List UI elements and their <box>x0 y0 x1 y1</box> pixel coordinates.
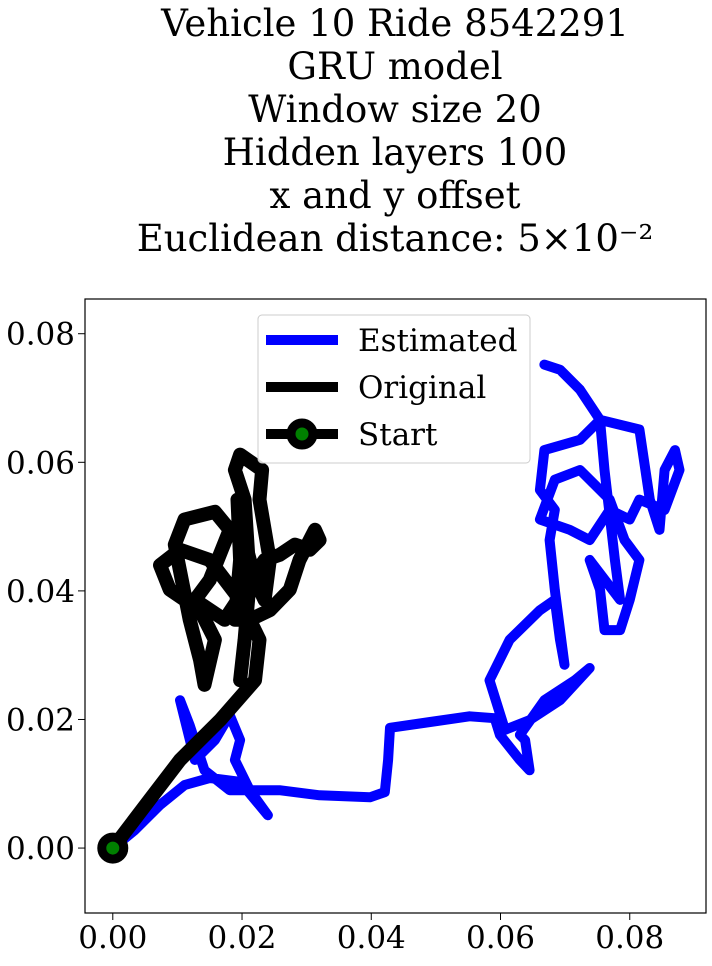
x-tick-label: 0.02 <box>208 920 277 956</box>
legend-label: Original <box>358 370 486 406</box>
axes-frame <box>84 298 707 914</box>
title-line: x and y offset <box>270 174 521 217</box>
trajectory-line <box>105 447 327 856</box>
title-line: GRU model <box>287 45 502 88</box>
plot-area <box>97 359 685 864</box>
x-tick-label: 0.06 <box>466 920 535 956</box>
title-line: Window size 20 <box>248 88 542 131</box>
title-line: Euclidean distance: 5×10⁻² <box>137 217 654 260</box>
y-tick-label: 0.04 <box>6 574 75 610</box>
title-line: Hidden layers 100 <box>223 131 568 174</box>
legend: Estimated Original Start <box>257 314 531 464</box>
legend-box <box>257 314 531 464</box>
x-tick-label: 0.04 <box>337 920 406 956</box>
x-tick-label: 0.08 <box>595 920 664 956</box>
legend-label: Start <box>358 417 438 453</box>
x-tick-label: 0.00 <box>78 920 147 956</box>
trajectory-line <box>107 359 685 854</box>
ticks: 0.00 0.02 0.04 0.06 0.08 0.00 0.02 0.04 0.06 0.08 <box>6 317 664 956</box>
y-tick-label: 0.02 <box>6 702 75 738</box>
y-tick-label: 0.00 <box>6 831 75 867</box>
y-tick-label: 0.06 <box>6 445 75 481</box>
legend-marker <box>286 418 318 450</box>
legend-label: Estimated <box>358 323 517 359</box>
start-marker <box>97 832 129 864</box>
y-tick-label: 0.08 <box>6 317 75 353</box>
title-line: Vehicle 10 Ride 8542291 <box>160 2 629 45</box>
